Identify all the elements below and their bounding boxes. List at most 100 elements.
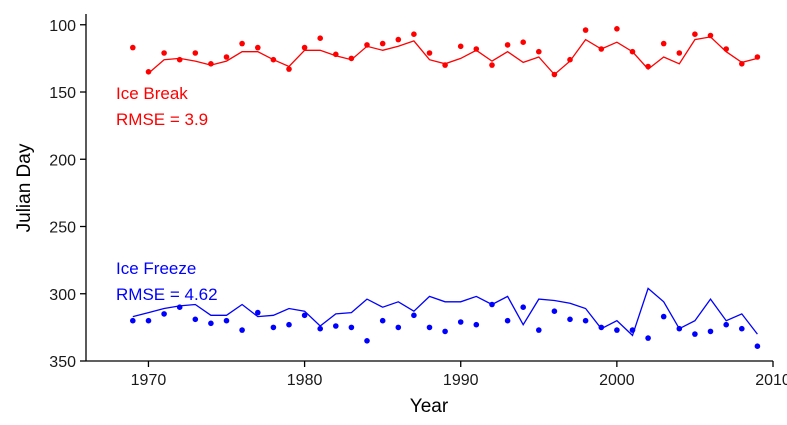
freeze-observed-point <box>723 321 729 328</box>
freeze-observed-point <box>301 312 308 319</box>
break-observed-point <box>317 35 324 41</box>
break-observed-point <box>567 56 573 63</box>
y-tick-label: 100 <box>49 18 76 35</box>
ice-freeze-label: Ice Freeze <box>116 259 196 278</box>
freeze-observed-point <box>286 321 292 328</box>
break-observed-point <box>364 42 370 48</box>
break-observed-point <box>629 48 636 55</box>
break-observed-point <box>707 32 714 39</box>
ice-break-label: Ice Break <box>116 84 188 103</box>
freeze-observed-point <box>629 327 636 333</box>
freeze-observed-point <box>333 323 339 329</box>
freeze-observed-point <box>520 304 526 311</box>
break-observed-point <box>520 39 526 45</box>
break-observed-point <box>692 31 698 37</box>
freeze-observed-point <box>192 316 199 323</box>
break-observed-point <box>426 50 433 56</box>
y-ticks: 100 150 200 250 300 350 <box>49 18 86 371</box>
break-observed-point <box>348 55 355 62</box>
break-observed-point <box>176 56 183 63</box>
freeze-observed-point <box>567 316 573 323</box>
freeze-observed-point <box>161 311 167 317</box>
y-tick-label: 250 <box>49 220 76 237</box>
freeze-observed-point <box>551 308 558 315</box>
break-observed-point <box>301 44 308 51</box>
series-layer <box>130 26 761 350</box>
break-observed-point <box>457 43 464 50</box>
x-tick-label: 1970 <box>131 372 167 389</box>
break-observed-point <box>130 44 136 51</box>
break-observed-point <box>379 40 386 47</box>
freeze-observed-point <box>457 319 464 325</box>
x-tick-label: 2000 <box>599 372 635 389</box>
freeze-observed-point <box>739 325 745 332</box>
freeze-observed-point <box>130 317 136 324</box>
break-observed-point <box>208 61 214 67</box>
freeze-observed-point <box>317 325 324 332</box>
break-observed-point <box>411 31 417 37</box>
x-ticks: 1970 1980 1990 2000 2010 <box>131 361 787 389</box>
freeze-observed-point <box>489 301 495 308</box>
break-observed-point <box>614 26 620 32</box>
break-observed-point <box>223 54 230 60</box>
break-observed-point <box>536 48 542 55</box>
break-observed-point <box>582 27 589 33</box>
freeze-observed-point <box>473 321 480 328</box>
freeze-observed-point <box>504 317 511 324</box>
break-observed-point <box>739 61 745 67</box>
freeze-observed-point <box>645 335 651 341</box>
freeze-observed-point <box>145 317 152 324</box>
break-observed-point <box>645 63 651 70</box>
freeze-observed-point <box>582 317 589 324</box>
freeze-observed-point <box>176 304 183 311</box>
freeze-observed-point <box>536 327 542 333</box>
break-observed-point <box>723 46 729 52</box>
break-observed-point <box>333 51 339 58</box>
y-axis-title: Julian Day <box>14 143 35 232</box>
y-tick-label: 350 <box>49 354 76 371</box>
break-observed-point <box>598 46 605 52</box>
freeze-observed-point <box>426 324 433 331</box>
break-observed-point <box>489 62 495 68</box>
freeze-observed-point <box>395 324 402 331</box>
freeze-observed-point <box>364 338 370 344</box>
x-tick-label: 1980 <box>287 372 323 389</box>
freeze-observed-point <box>707 328 714 335</box>
y-tick-label: 200 <box>49 152 76 169</box>
break-observed-point <box>504 42 511 48</box>
break-observed-point <box>660 40 667 47</box>
x-axis-title: Year <box>410 396 449 417</box>
freeze-observed-point <box>348 324 355 331</box>
freeze-modeled-line <box>132 287 758 337</box>
freeze-observed-point <box>614 327 620 333</box>
break-observed-point <box>395 36 402 43</box>
freeze-observed-point <box>660 313 667 320</box>
x-tick-label: 2010 <box>755 372 787 389</box>
freeze-observed-point <box>411 312 417 319</box>
freeze-observed-point <box>254 309 261 316</box>
freeze-observed-point <box>379 317 386 324</box>
break-observed-point <box>286 66 292 72</box>
break-observed-point <box>473 46 480 52</box>
freeze-observed-point <box>270 324 277 331</box>
break-modeled-line <box>148 36 758 76</box>
y-tick-label: 150 <box>49 85 76 102</box>
break-observed-point <box>239 40 245 47</box>
break-observed-point <box>676 50 683 56</box>
break-observed-point <box>192 50 199 56</box>
break-observed-point <box>551 71 558 78</box>
break-observed-point <box>754 54 761 60</box>
x-tick-label: 1990 <box>443 372 479 389</box>
freeze-observed-point <box>598 324 605 331</box>
ice-freeze-rmse: RMSE = 4.62 <box>116 285 218 304</box>
break-observed-point <box>442 62 448 68</box>
freeze-observed-point <box>239 327 245 333</box>
ice-break-rmse: RMSE = 3.9 <box>116 110 208 129</box>
break-observed-point <box>254 44 261 51</box>
freeze-observed-point <box>223 317 230 324</box>
freeze-observed-point <box>208 320 214 327</box>
break-observed-point <box>145 69 152 75</box>
annotation-layer: Ice Break RMSE = 3.9 Ice Freeze RMSE = 4… <box>116 84 218 304</box>
freeze-observed-point <box>676 325 683 332</box>
